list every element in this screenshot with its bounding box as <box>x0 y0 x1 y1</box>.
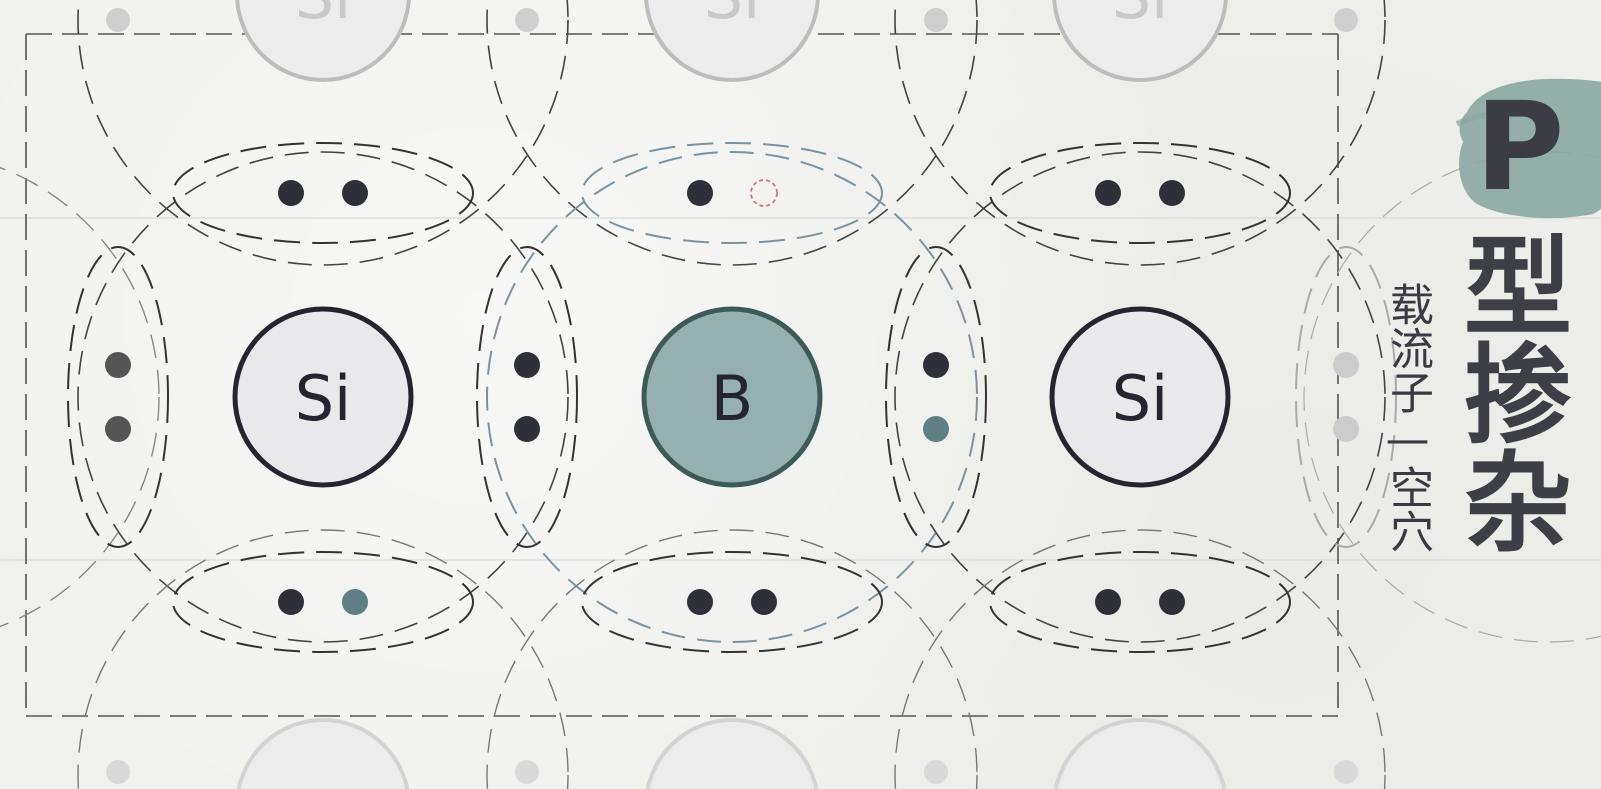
title-letter: P <box>1475 76 1565 218</box>
boron-bond-ellipse <box>581 142 883 244</box>
electron <box>687 180 713 206</box>
valence-electrons <box>105 180 1359 615</box>
orbit-circle <box>77 0 569 266</box>
electron <box>1095 180 1121 206</box>
ghost-row-top: Si Si Si <box>106 0 1358 82</box>
orbit-circle <box>894 0 1386 266</box>
ghost-atom <box>645 718 819 789</box>
ghost-electron <box>106 8 130 32</box>
electron <box>278 589 304 615</box>
electron <box>1159 180 1185 206</box>
electron <box>751 589 777 615</box>
orbit-circle <box>894 151 1386 643</box>
electron <box>1095 589 1121 615</box>
bond-ellipse <box>989 142 1291 244</box>
guide-lines <box>0 217 1601 561</box>
title-main: 型掺杂 <box>1446 230 1571 554</box>
atom-si-right: Si <box>1049 306 1231 488</box>
ghost-atom <box>1053 718 1227 789</box>
atom-label: Si <box>1112 362 1169 435</box>
electron <box>514 352 540 378</box>
hole <box>750 179 778 207</box>
ghost-atom-label: Si <box>295 0 352 33</box>
title-block: P 型掺杂 载流子—空穴 <box>1382 60 1601 680</box>
bond-ellipse <box>885 246 987 548</box>
ghost-atom <box>1052 0 1228 82</box>
bond-ellipse <box>581 551 883 653</box>
bond-ellipses <box>67 142 1397 653</box>
electron <box>1333 416 1359 442</box>
electron <box>687 589 713 615</box>
electron <box>105 352 131 378</box>
ghost-electron <box>924 8 948 32</box>
ghost-row-bottom <box>106 718 1358 789</box>
ghost-electron <box>515 760 539 784</box>
electron <box>105 416 131 442</box>
atom-label: Si <box>295 362 352 435</box>
orbit-circle <box>486 529 978 789</box>
bond-ellipse <box>172 551 474 653</box>
atom-b-dopant: B <box>641 306 823 488</box>
electron <box>514 416 540 442</box>
orbit-circle <box>77 151 569 643</box>
ghost-atom-label: Si <box>704 0 761 33</box>
bond-ellipse <box>172 142 474 244</box>
bond-ellipse <box>989 551 1291 653</box>
electron <box>923 352 949 378</box>
orbit-circle <box>894 529 1386 789</box>
electron <box>1159 589 1185 615</box>
orbit-circle <box>0 166 160 628</box>
ghost-electron <box>515 8 539 32</box>
orbit-circle <box>77 529 569 789</box>
ghost-atom <box>236 718 410 789</box>
atom-si-left: Si <box>232 306 414 488</box>
electron <box>278 180 304 206</box>
ghost-electron <box>924 760 948 784</box>
bond-ellipse <box>476 246 578 548</box>
ghost-electron <box>1334 760 1358 784</box>
boron-orbit-circle <box>486 151 978 643</box>
atom-label: B <box>711 362 754 435</box>
bond-ellipse <box>67 246 169 548</box>
carrier-label: 载流子—空穴 <box>1382 282 1433 553</box>
ghost-electron <box>106 760 130 784</box>
boron-electron <box>342 589 368 615</box>
bond-ellipse <box>1295 246 1397 548</box>
ghost-atom <box>235 0 411 82</box>
brush-stroke-icon <box>1455 78 1601 219</box>
ghost-atom <box>644 0 820 82</box>
ghost-electron <box>1334 8 1358 32</box>
orbit-circle <box>486 0 978 266</box>
electron <box>342 180 368 206</box>
ghost-atom-label: Si <box>1112 0 1169 33</box>
boron-electron <box>923 416 949 442</box>
electron <box>1333 352 1359 378</box>
